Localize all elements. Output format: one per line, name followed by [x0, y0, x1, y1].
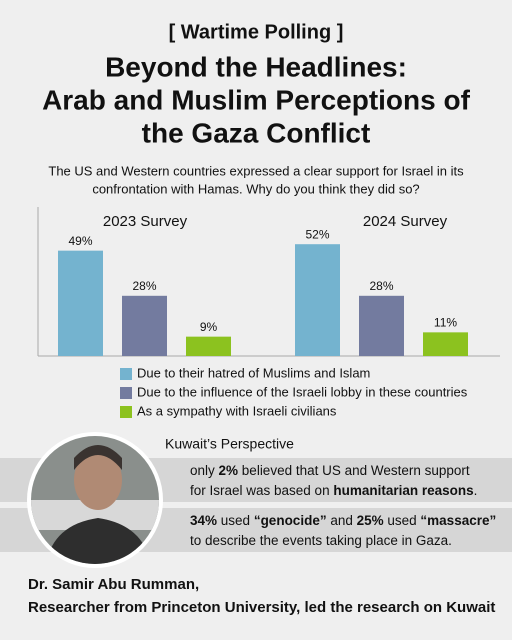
highlight: “massacre” [420, 513, 496, 528]
statement: for Israel was based on humanitarian rea… [190, 483, 477, 498]
footer: Researcher from Princeton University, le… [28, 599, 495, 616]
statement-text: only [190, 463, 219, 478]
title: Arab and Muslim Perceptions of [42, 84, 471, 115]
statement-text: . [474, 483, 478, 498]
legend-swatch [120, 387, 132, 399]
question: confrontation with Hamas. Why do you thi… [92, 181, 419, 196]
legend-label: As a sympathy with Israeli civilians [137, 403, 337, 418]
statement-text: used [384, 513, 421, 528]
title: Beyond the Headlines: [105, 51, 407, 82]
bar [186, 336, 231, 356]
value-label: 11% [434, 316, 457, 330]
bar [295, 244, 340, 356]
question: The US and Western countries expressed a… [48, 163, 464, 178]
statement: 34% used “genocide” and 25% used “massac… [190, 513, 496, 528]
highlight: 34% [190, 513, 217, 528]
value-label: 9% [200, 320, 218, 334]
tag: [ Wartime Polling ] [169, 21, 344, 43]
statement-text: used [217, 513, 254, 528]
highlight: 25% [357, 513, 384, 528]
group-label: 2023 Survey [103, 213, 188, 230]
title: the Gaza Conflict [142, 117, 371, 148]
highlight: 2% [219, 463, 239, 478]
value-label: 49% [68, 234, 92, 248]
footer: Dr. Samir Abu Rumman, [28, 576, 199, 593]
legend-swatch [120, 368, 132, 380]
bar [58, 250, 103, 356]
bar [122, 295, 167, 356]
value-label: 28% [369, 279, 393, 293]
photo [27, 432, 163, 568]
value-label: 28% [132, 279, 156, 293]
statement-text: to describe the events taking place in G… [190, 533, 452, 548]
statement-text: believed that US and Western support [238, 463, 470, 478]
legend-label: Due to the influence of the Israeli lobb… [137, 384, 468, 399]
statement: to describe the events taking place in G… [190, 533, 452, 548]
statement-text: and [327, 513, 357, 528]
bar [359, 295, 404, 356]
legend-label: Due to their hatred of Muslims and Islam [137, 365, 370, 380]
group-label: 2024 Survey [363, 213, 448, 230]
legend-swatch [120, 406, 132, 418]
perspective-title: Kuwait’s Perspective [165, 436, 294, 452]
value-label: 52% [305, 227, 329, 241]
statement: only 2% believed that US and Western sup… [190, 463, 470, 478]
highlight: humanitarian reasons [333, 483, 473, 498]
bar [423, 332, 468, 356]
statement-text: for Israel was based on [190, 483, 333, 498]
highlight: “genocide” [254, 513, 327, 528]
